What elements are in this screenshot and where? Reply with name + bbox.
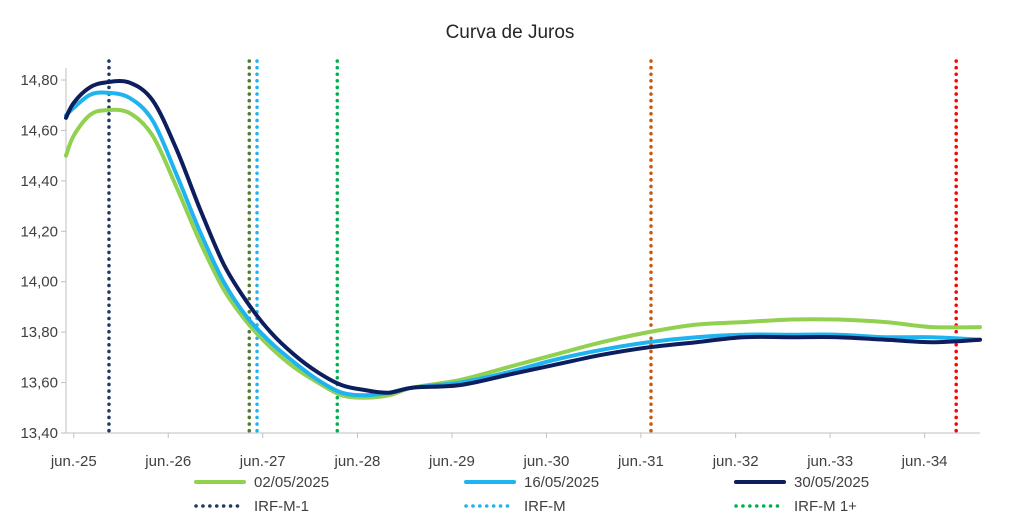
y-tick-label: 14,60 — [20, 122, 58, 139]
series-line-02-05-2025 — [64, 107, 982, 400]
legend-label: IRF-M — [524, 498, 566, 515]
y-tick-label: 14,80 — [20, 72, 58, 89]
x-tick-label: jun.-28 — [334, 453, 381, 470]
legend: 02/05/2025 16/05/2025 30/05/2025 IRF-M-1 IRF… — [194, 474, 869, 515]
legend-label: 30/05/2025 — [794, 474, 869, 491]
y-tick-label: 13,40 — [20, 425, 58, 442]
y-tick-label: 14,00 — [20, 274, 58, 291]
y-tick-label: 13,80 — [20, 324, 58, 341]
vertical-markers — [107, 59, 958, 435]
x-tick-label: jun.-32 — [712, 453, 759, 470]
series-line-16-05-2025 — [64, 90, 982, 398]
y-tick-label: 14,40 — [20, 173, 58, 190]
axes: 13,40 13,60 13,80 14,00 14,20 14,40 14,60 14,80… — [20, 68, 980, 470]
x-tick-label: jun.-26 — [144, 453, 191, 470]
x-tick-label: jun.-29 — [428, 453, 475, 470]
series-lines — [64, 79, 982, 400]
y-tick-label: 14,20 — [20, 223, 58, 240]
x-tick-label: jun.-31 — [617, 453, 664, 470]
x-tick-label: jun.-27 — [239, 453, 286, 470]
x-tick-label: jun.-25 — [50, 453, 97, 470]
x-tick-label: jun.-30 — [522, 453, 569, 470]
y-tick-label: 13,60 — [20, 375, 58, 392]
legend-label: IRF-M-1 — [254, 498, 309, 515]
chart-title: Curva de Juros — [446, 22, 575, 43]
legend-label: 16/05/2025 — [524, 474, 599, 491]
legend-label: IRF-M 1+ — [794, 498, 857, 515]
legend-label: 02/05/2025 — [254, 474, 329, 491]
x-tick-label: jun.-33 — [806, 453, 853, 470]
x-tick-label: jun.-34 — [901, 453, 948, 470]
series-line-30-05-2025 — [64, 79, 982, 395]
